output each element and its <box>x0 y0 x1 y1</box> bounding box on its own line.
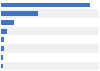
Bar <box>1 44 99 53</box>
Bar <box>1 36 99 44</box>
Bar <box>1 29 7 34</box>
Bar <box>1 18 99 27</box>
Bar <box>1 9 99 18</box>
Bar <box>1 11 38 16</box>
Bar <box>1 37 4 42</box>
Bar <box>1 1 99 9</box>
Bar <box>1 55 3 60</box>
Bar <box>1 27 99 36</box>
Bar <box>1 62 99 70</box>
Bar <box>1 3 90 7</box>
Bar <box>1 46 4 51</box>
Bar <box>1 53 99 62</box>
Bar <box>1 20 14 25</box>
Bar <box>1 64 2 68</box>
